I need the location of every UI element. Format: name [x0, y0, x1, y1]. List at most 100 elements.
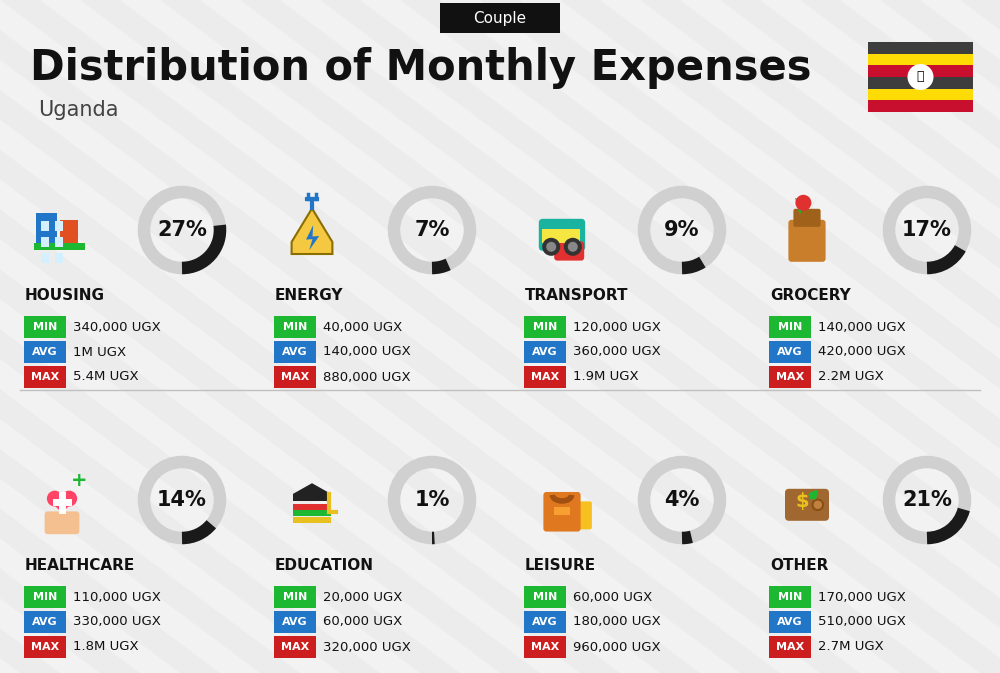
Polygon shape: [360, 0, 1000, 673]
Text: AVG: AVG: [532, 617, 558, 627]
FancyBboxPatch shape: [274, 366, 316, 388]
Text: 180,000 UGX: 180,000 UGX: [573, 616, 661, 629]
Polygon shape: [0, 0, 340, 673]
Text: 1.8M UGX: 1.8M UGX: [73, 641, 139, 653]
Circle shape: [542, 238, 560, 256]
FancyBboxPatch shape: [274, 636, 316, 658]
Text: 110,000 UGX: 110,000 UGX: [73, 590, 161, 604]
Text: MIN: MIN: [283, 322, 307, 332]
Text: 7%: 7%: [414, 220, 450, 240]
Circle shape: [908, 64, 934, 90]
Text: ENERGY: ENERGY: [275, 287, 344, 302]
Polygon shape: [0, 0, 740, 673]
Text: TRANSPORT: TRANSPORT: [525, 287, 629, 302]
Polygon shape: [306, 225, 319, 250]
Text: 60,000 UGX: 60,000 UGX: [573, 590, 652, 604]
Text: MAX: MAX: [531, 642, 559, 652]
Text: Uganda: Uganda: [38, 100, 119, 120]
Text: 2.2M UGX: 2.2M UGX: [818, 371, 884, 384]
Text: +: +: [71, 471, 87, 491]
Text: 340,000 UGX: 340,000 UGX: [73, 320, 161, 334]
Bar: [554, 507, 570, 515]
FancyBboxPatch shape: [554, 242, 584, 260]
Text: 320,000 UGX: 320,000 UGX: [323, 641, 411, 653]
Polygon shape: [840, 0, 1000, 673]
FancyBboxPatch shape: [566, 501, 592, 530]
Text: 40,000 UGX: 40,000 UGX: [323, 320, 402, 334]
Text: AVG: AVG: [32, 347, 58, 357]
Text: AVG: AVG: [777, 347, 803, 357]
Text: 9%: 9%: [664, 220, 700, 240]
Bar: [41, 253, 49, 263]
Bar: [553, 229, 569, 243]
Text: MAX: MAX: [281, 642, 309, 652]
Polygon shape: [0, 0, 180, 673]
Circle shape: [61, 491, 77, 507]
Bar: [55, 253, 63, 263]
Polygon shape: [200, 0, 1000, 673]
Text: $: $: [795, 492, 809, 511]
FancyBboxPatch shape: [274, 586, 316, 608]
Text: 4%: 4%: [664, 490, 700, 510]
Bar: [868, 77, 973, 89]
FancyBboxPatch shape: [24, 586, 66, 608]
Polygon shape: [0, 0, 500, 673]
Text: 21%: 21%: [902, 490, 952, 510]
Polygon shape: [40, 0, 980, 673]
Text: 🐦: 🐦: [917, 71, 924, 83]
Text: Distribution of Monthly Expenses: Distribution of Monthly Expenses: [30, 47, 812, 89]
Text: 120,000 UGX: 120,000 UGX: [573, 320, 661, 334]
FancyBboxPatch shape: [769, 611, 811, 633]
FancyBboxPatch shape: [274, 316, 316, 338]
Bar: [542, 229, 558, 243]
Circle shape: [568, 242, 578, 252]
Polygon shape: [280, 0, 1000, 673]
Text: AVG: AVG: [532, 347, 558, 357]
Text: 330,000 UGX: 330,000 UGX: [73, 616, 161, 629]
FancyBboxPatch shape: [524, 636, 566, 658]
Text: HEALTHCARE: HEALTHCARE: [25, 557, 135, 573]
Text: MAX: MAX: [531, 372, 559, 382]
FancyBboxPatch shape: [524, 341, 566, 363]
Bar: [868, 42, 973, 54]
Bar: [293, 503, 331, 509]
Bar: [868, 54, 973, 65]
FancyBboxPatch shape: [769, 341, 811, 363]
Polygon shape: [292, 209, 332, 254]
Polygon shape: [795, 198, 805, 215]
Bar: [868, 89, 973, 100]
FancyBboxPatch shape: [24, 341, 66, 363]
Text: 5.4M UGX: 5.4M UGX: [73, 371, 139, 384]
Polygon shape: [0, 0, 660, 673]
Text: 170,000 UGX: 170,000 UGX: [818, 590, 906, 604]
Text: 60,000 UGX: 60,000 UGX: [323, 616, 402, 629]
FancyBboxPatch shape: [274, 341, 316, 363]
Polygon shape: [0, 0, 820, 673]
FancyBboxPatch shape: [769, 586, 811, 608]
FancyBboxPatch shape: [524, 586, 566, 608]
FancyBboxPatch shape: [24, 611, 66, 633]
Text: 1M UGX: 1M UGX: [73, 345, 126, 359]
Text: MAX: MAX: [281, 372, 309, 382]
Polygon shape: [809, 194, 817, 215]
Polygon shape: [120, 0, 1000, 673]
FancyBboxPatch shape: [24, 636, 66, 658]
Text: AVG: AVG: [777, 617, 803, 627]
Polygon shape: [48, 499, 76, 513]
FancyBboxPatch shape: [274, 611, 316, 633]
Text: 20,000 UGX: 20,000 UGX: [323, 590, 402, 604]
Polygon shape: [0, 0, 260, 673]
Polygon shape: [760, 0, 1000, 673]
Bar: [55, 221, 63, 232]
Bar: [34, 243, 85, 250]
Text: MIN: MIN: [33, 592, 57, 602]
Polygon shape: [0, 0, 900, 673]
Polygon shape: [0, 0, 580, 673]
Text: MIN: MIN: [33, 322, 57, 332]
Polygon shape: [440, 0, 1000, 673]
FancyBboxPatch shape: [793, 209, 821, 227]
Bar: [36, 213, 57, 247]
Text: AVG: AVG: [282, 347, 308, 357]
Polygon shape: [0, 0, 420, 673]
Text: Couple: Couple: [473, 11, 527, 26]
